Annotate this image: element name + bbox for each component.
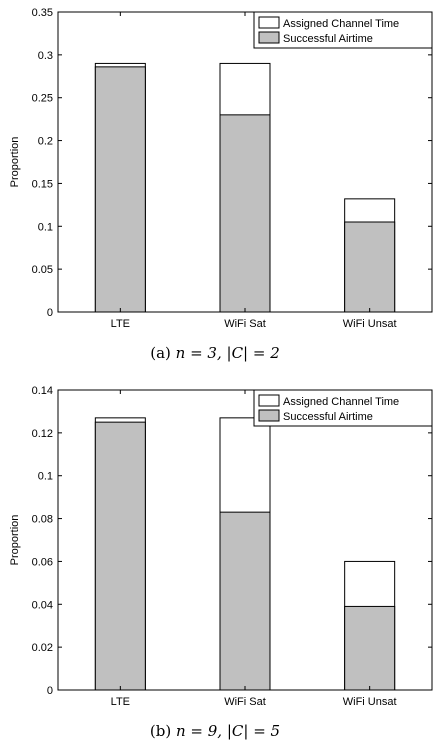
y-tick-label: 0.05 bbox=[32, 264, 53, 276]
y-tick-label: 0 bbox=[47, 307, 53, 319]
bar-successful-0 bbox=[94, 66, 146, 313]
y-tick-label: 0.02 bbox=[32, 642, 53, 654]
y-tick-label: 0.15 bbox=[32, 178, 53, 190]
legend-box bbox=[253, 389, 433, 427]
figure-caption: (a) n = 3, |C| = 2 bbox=[150, 344, 280, 362]
y-tick-label: 0.1 bbox=[38, 471, 53, 483]
legend-box bbox=[253, 11, 433, 49]
chart-panel-a: LTE WiFi Sat WiFi Unsat 0 0.05 0.1 0.15 0.2 0.25… bbox=[9, 7, 433, 362]
axes-frame bbox=[57, 11, 433, 313]
y-tick-label: 0.08 bbox=[32, 514, 53, 526]
y-axis-label: Proportion bbox=[9, 137, 21, 188]
legend-swatch bbox=[258, 409, 280, 422]
bar-successful-2 bbox=[344, 221, 396, 313]
y-tick-label: 0.35 bbox=[32, 7, 53, 19]
chart-panel-b: LTE WiFi Sat WiFi Unsat 0 0.02 0.04 0.06 0.08 0.… bbox=[9, 385, 433, 740]
y-tick-label: 0.2 bbox=[38, 136, 53, 148]
legend-swatch bbox=[258, 16, 280, 29]
y-tick-label: 0.14 bbox=[32, 385, 53, 397]
legend-swatch bbox=[258, 394, 280, 407]
x-tick-label: WiFi Unsat bbox=[343, 696, 397, 708]
bar-successful-0 bbox=[94, 421, 146, 691]
bar-successful-2 bbox=[344, 605, 396, 691]
y-tick-label: 0.25 bbox=[32, 93, 53, 105]
x-tick-label: LTE bbox=[111, 696, 130, 708]
x-tick-label: WiFi Unsat bbox=[343, 318, 397, 330]
y-tick-label: 0.06 bbox=[32, 556, 53, 568]
legend-label: Successful Airtime bbox=[283, 33, 373, 45]
figure-caption: (b) n = 9, |C| = 5 bbox=[150, 722, 280, 740]
bar-successful-1 bbox=[219, 114, 271, 313]
legend-label: Assigned Channel Time bbox=[283, 396, 399, 408]
y-tick-label: 0.12 bbox=[32, 428, 53, 440]
axes-frame bbox=[57, 389, 433, 691]
legend-label: Successful Airtime bbox=[283, 411, 373, 423]
legend-label: Assigned Channel Time bbox=[283, 18, 399, 30]
y-tick-label: 0 bbox=[47, 685, 53, 697]
x-tick-label: WiFi Sat bbox=[224, 318, 266, 330]
y-axis-label: Proportion bbox=[9, 515, 21, 566]
y-tick-label: 0.3 bbox=[38, 50, 53, 62]
x-tick-label: LTE bbox=[111, 318, 130, 330]
y-tick-label: 0.1 bbox=[38, 221, 53, 233]
legend-swatch bbox=[258, 31, 280, 44]
y-tick-label: 0.04 bbox=[32, 599, 53, 611]
x-tick-label: WiFi Sat bbox=[224, 696, 266, 708]
bar-successful-1 bbox=[219, 511, 271, 691]
